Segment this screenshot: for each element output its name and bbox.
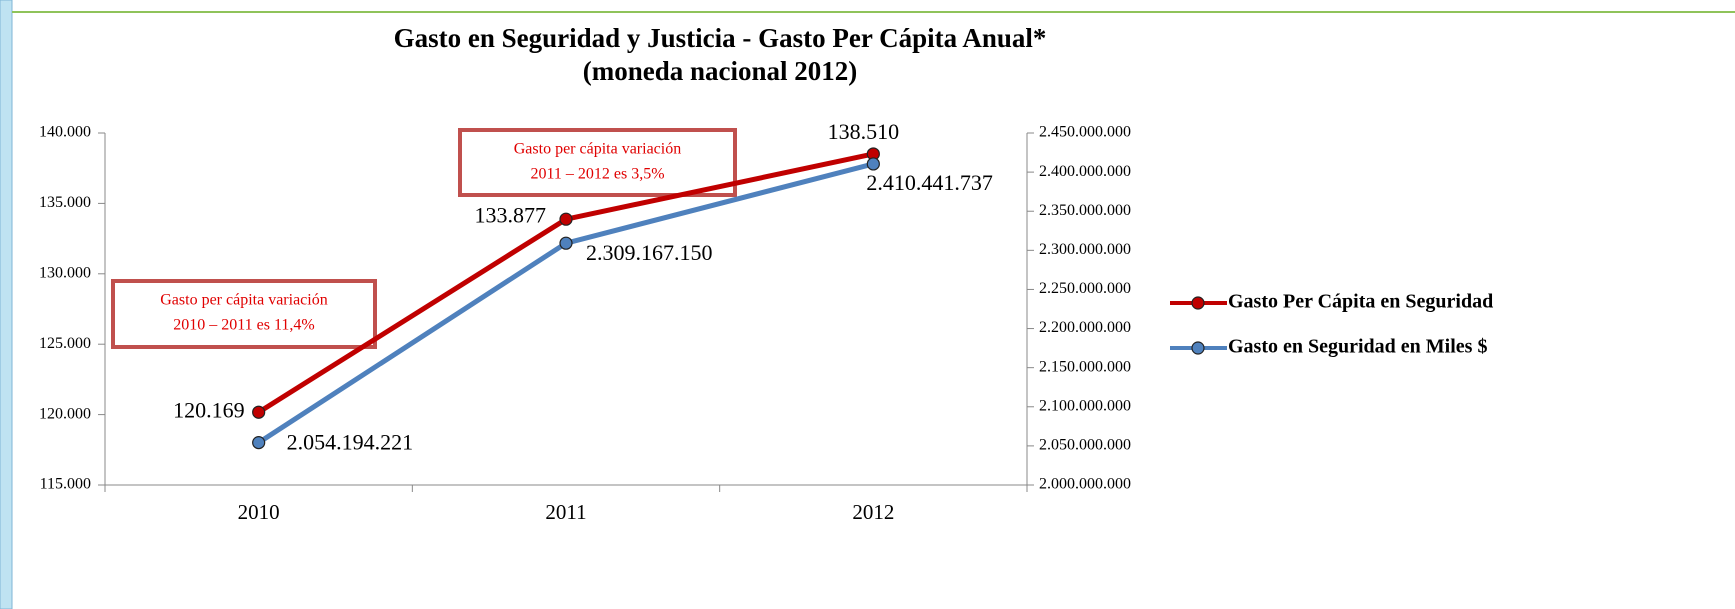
y2-tick-label: 2.050.000.000 (1039, 437, 1131, 454)
annotation-text: Gasto per cápita variación (160, 292, 327, 309)
annotation-text: 2011 – 2012 es 3,5% (530, 166, 664, 183)
data-point (252, 436, 266, 450)
y-tick-label: 135.000 (39, 194, 91, 211)
y2-tick-label: 2.200.000.000 (1039, 319, 1131, 336)
data-label: 133.877 (475, 202, 547, 227)
y2-tick-label: 2.000.000.000 (1039, 476, 1131, 493)
annotation-box (458, 128, 737, 197)
data-label: 2.309.167.150 (586, 240, 713, 265)
data-label: 2.054.194.221 (287, 430, 414, 455)
y2-tick-label: 2.450.000.000 (1039, 124, 1131, 141)
y2-tick-label: 2.250.000.000 (1039, 280, 1131, 297)
x-tick-label: 2010 (238, 500, 280, 524)
annotation-text: Gasto per cápita variación (514, 141, 681, 158)
y-tick-label: 130.000 (39, 264, 91, 281)
y-tick-label: 115.000 (40, 476, 91, 493)
chart-title: Gasto en Seguridad y Justicia - Gasto Pe… (394, 23, 1047, 53)
chart-subtitle: (moneda nacional 2012) (583, 56, 858, 86)
y2-tick-label: 2.300.000.000 (1039, 241, 1131, 258)
annotation-text: 2010 – 2011 es 11,4% (173, 317, 314, 334)
y2-tick-label: 2.400.000.000 (1039, 163, 1131, 180)
data-label: 2.410.441.737 (866, 170, 993, 195)
y-tick-label: 125.000 (39, 335, 91, 352)
x-tick-label: 2011 (545, 500, 586, 524)
legend-label: Gasto en Seguridad en Miles $ (1228, 336, 1487, 358)
x-tick-label: 2012 (852, 500, 894, 524)
left-strip (0, 0, 13, 609)
data-label: 120.169 (173, 397, 245, 422)
legend-label: Gasto Per Cápita en Seguridad (1228, 291, 1493, 313)
data-point (559, 236, 573, 250)
annotation-box (111, 279, 377, 349)
data-point (866, 157, 880, 171)
data-point (559, 212, 573, 226)
y2-tick-label: 2.100.000.000 (1039, 397, 1131, 414)
legend-marker (1191, 341, 1205, 355)
data-label: 138.510 (828, 119, 900, 144)
y2-tick-label: 2.350.000.000 (1039, 202, 1131, 219)
y-tick-label: 140.000 (39, 124, 91, 141)
data-point (252, 405, 266, 419)
y2-tick-label: 2.150.000.000 (1039, 358, 1131, 375)
legend-marker (1191, 296, 1205, 310)
y-tick-label: 120.000 (39, 405, 91, 422)
